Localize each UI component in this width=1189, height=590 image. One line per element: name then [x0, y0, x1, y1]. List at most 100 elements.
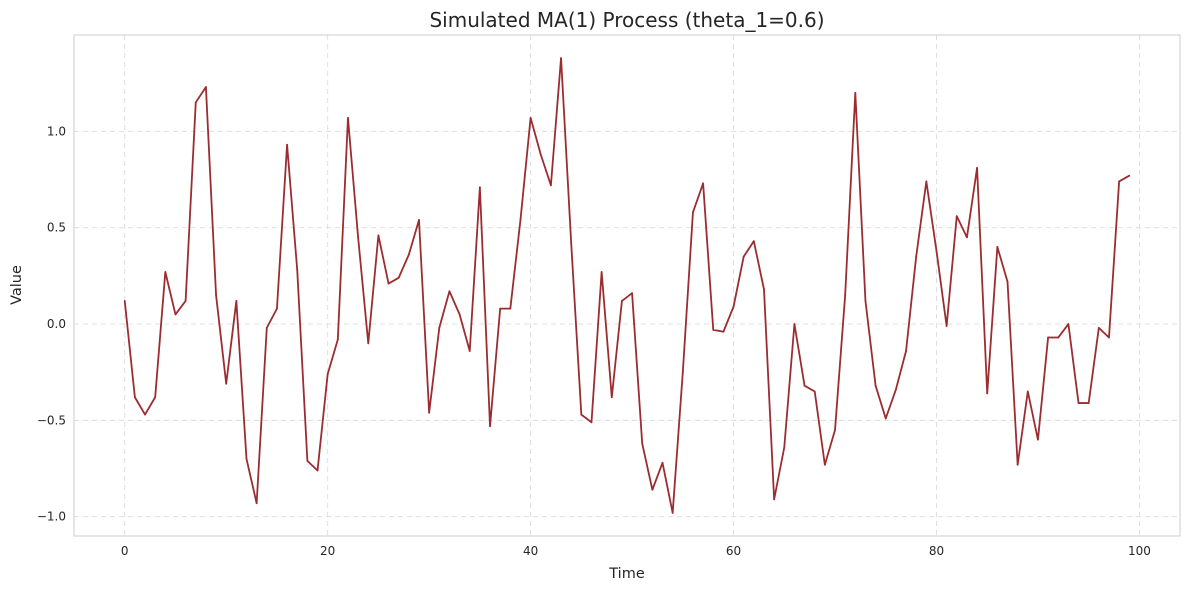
data-point: [326, 373, 329, 376]
data-point: [438, 326, 441, 329]
data-point: [367, 342, 370, 345]
data-point: [671, 511, 674, 514]
data-point: [631, 292, 633, 295]
data-point: [154, 396, 157, 399]
data-point: [215, 294, 217, 297]
data-point: [489, 425, 491, 428]
data-point: [347, 116, 349, 119]
data-point: [651, 488, 654, 491]
x-tick-label: 100: [1128, 544, 1151, 558]
data-point: [174, 313, 177, 316]
data-point: [864, 300, 867, 302]
y-tick-label: 0.5: [47, 221, 66, 235]
series-line: [123, 57, 1130, 514]
x-tick-label: 80: [929, 544, 944, 558]
data-point: [661, 461, 664, 464]
data-point: [184, 300, 187, 302]
data-point: [144, 413, 146, 416]
x-tick-label: 40: [523, 544, 538, 558]
data-point: [1047, 336, 1049, 339]
data-point: [966, 236, 968, 239]
plot-frame: [73, 34, 1181, 537]
data-point: [955, 215, 958, 218]
data-point: [133, 396, 136, 399]
data-point: [205, 86, 207, 88]
data-point: [276, 307, 278, 310]
y-tick-label: 1.0: [47, 124, 66, 138]
data-point: [468, 350, 471, 352]
data-point: [681, 371, 684, 374]
data-point: [854, 91, 857, 94]
x-tick-label: 60: [726, 544, 741, 558]
data-point: [722, 330, 725, 333]
data-point: [692, 211, 694, 214]
data-point: [590, 421, 593, 424]
data-point: [529, 116, 532, 119]
data-point: [458, 313, 461, 316]
data-point: [549, 184, 552, 187]
data-point: [570, 242, 573, 245]
y-tick-label: 0.0: [47, 317, 66, 331]
data-point: [712, 328, 715, 331]
chart-title: Simulated MA(1) Process (theta_1=0.6): [429, 8, 824, 32]
data-point: [387, 282, 390, 285]
series-layer: [123, 57, 1131, 514]
data-point: [1128, 174, 1131, 177]
data-point: [1006, 280, 1009, 283]
data-point: [235, 300, 238, 302]
x-tick-label: 0: [121, 544, 129, 558]
data-point: [316, 469, 319, 472]
x-axis-label: Time: [608, 566, 645, 582]
data-point: [773, 498, 776, 501]
data-point: [519, 219, 522, 221]
y-tick-label: −0.5: [37, 413, 66, 427]
data-point: [1118, 180, 1121, 183]
data-point: [1026, 390, 1029, 393]
data-point: [610, 396, 613, 399]
x-tick-label: 20: [320, 544, 335, 558]
data-point: [793, 323, 796, 325]
data-point: [245, 458, 248, 460]
data-point: [448, 290, 451, 293]
data-point: [621, 300, 623, 302]
data-point: [874, 384, 877, 387]
data-point: [915, 255, 918, 258]
data-point: [1108, 336, 1110, 339]
data-point: [225, 382, 228, 385]
data-point: [884, 417, 887, 420]
data-point: [823, 463, 826, 466]
data-point: [1097, 326, 1100, 329]
data-point: [905, 350, 907, 352]
data-point: [164, 271, 167, 273]
data-point: [834, 429, 836, 431]
data-point: [976, 167, 978, 169]
data-point: [255, 502, 258, 505]
data-point: [742, 255, 745, 258]
data-point: [407, 253, 410, 256]
data-point: [560, 57, 562, 60]
data-point: [428, 411, 431, 414]
data-point: [702, 182, 705, 185]
data-point: [641, 442, 644, 445]
data-point: [996, 246, 999, 248]
grid: [74, 35, 1180, 536]
data-point: [336, 338, 339, 341]
data-point: [509, 307, 512, 310]
data-point: [600, 271, 603, 273]
data-point: [397, 276, 400, 279]
data-point: [803, 384, 806, 387]
data-point: [1037, 438, 1039, 441]
data-point: [286, 143, 288, 146]
data-point: [580, 413, 583, 416]
data-point: [945, 325, 948, 327]
data-point: [194, 101, 197, 104]
data-point: [296, 269, 299, 271]
data-point: [1057, 336, 1060, 339]
data-point: [894, 388, 897, 391]
data-point: [732, 305, 735, 308]
data-point: [844, 294, 847, 297]
data-point: [783, 446, 786, 449]
data-point: [1077, 402, 1080, 404]
data-point: [1016, 463, 1019, 466]
